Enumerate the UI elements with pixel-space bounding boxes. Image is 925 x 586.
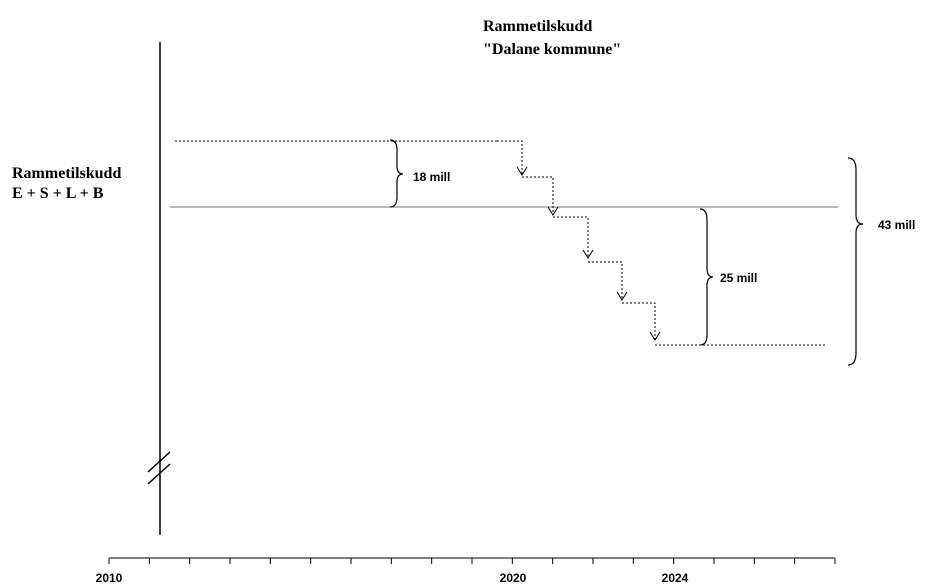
brace-label: 25 mill	[720, 271, 757, 285]
year-label: 2024	[662, 571, 689, 585]
left-label: E + S + L + B	[12, 185, 104, 202]
braces	[389, 139, 864, 366]
left-label: Rammetilskudd	[12, 165, 121, 182]
staircase	[497, 140, 656, 340]
title-line: Rammetilskudd	[483, 18, 592, 35]
year-label: 2010	[96, 571, 123, 585]
vertical-axis	[147, 42, 171, 535]
levels	[170, 140, 838, 346]
year-label: 2020	[500, 571, 527, 585]
timeline-axis	[108, 557, 836, 564]
title-line: "Dalane kommune"	[483, 41, 621, 58]
arrowheads	[516, 166, 661, 341]
brace-label: 18 mill	[413, 170, 450, 184]
brace-label: 43 mill	[878, 218, 915, 232]
